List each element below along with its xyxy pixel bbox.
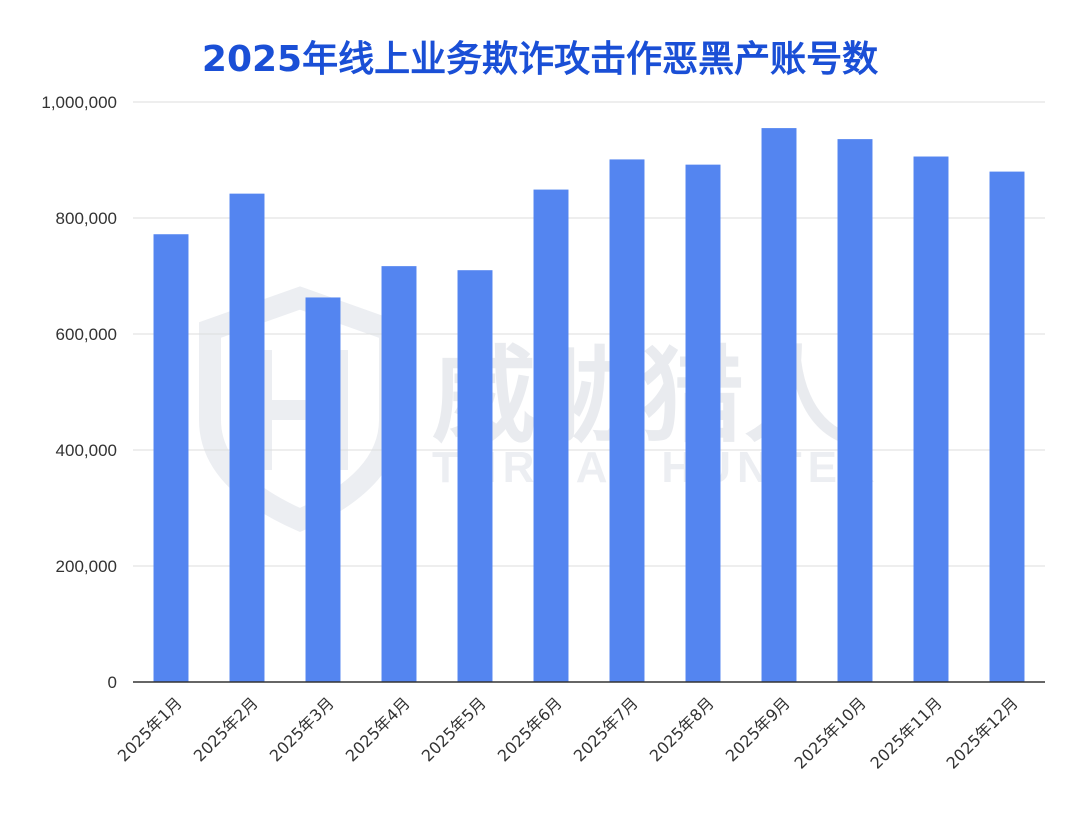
y-tick-label: 200,000 xyxy=(56,557,117,576)
chart-title: 2025年线上业务欺诈攻击作恶黑产账号数 xyxy=(201,39,879,80)
bar xyxy=(153,234,189,683)
x-tick-label: 2025年5月 xyxy=(418,693,490,765)
bar xyxy=(229,193,265,682)
y-tick-label: 1,000,000 xyxy=(41,93,117,112)
y-tick-label: 0 xyxy=(108,673,117,692)
bar xyxy=(913,156,949,682)
x-tick-label: 2025年2月 xyxy=(190,693,262,765)
y-tick-label: 600,000 xyxy=(56,325,117,344)
x-tick-label: 2025年10月 xyxy=(791,693,870,772)
bar xyxy=(381,266,417,682)
x-tick-label: 2025年9月 xyxy=(722,693,794,765)
x-tick-label: 2025年8月 xyxy=(646,693,718,765)
bar xyxy=(533,189,569,682)
x-axis-tick-labels: 2025年1月 2025年2月 2025年3月 2025年4月 2025年5月 2025年… xyxy=(114,693,1022,772)
bar xyxy=(685,164,721,682)
y-tick-label: 400,000 xyxy=(56,441,117,460)
y-axis-tick-labels: 0 200,000 400,000 600,000 800,000 1,000,000 xyxy=(41,93,117,692)
bar xyxy=(305,297,341,682)
x-tick-label: 2025年11月 xyxy=(867,693,946,772)
y-tick-label: 800,000 xyxy=(56,209,117,228)
grid-lines xyxy=(133,101,1045,567)
x-tick-label: 2025年1月 xyxy=(114,693,186,765)
x-tick-label: 2025年3月 xyxy=(266,693,338,765)
x-tick-label: 2025年12月 xyxy=(943,693,1022,772)
bar xyxy=(609,159,645,683)
x-tick-label: 2025年7月 xyxy=(570,693,642,765)
bars xyxy=(153,128,1025,683)
bar xyxy=(837,139,873,682)
bar xyxy=(761,128,797,683)
x-tick-label: 2025年6月 xyxy=(494,693,566,765)
watermark-en: THREAT HUNTER xyxy=(432,443,881,492)
x-tick-label: 2025年4月 xyxy=(342,693,414,765)
bar xyxy=(989,171,1025,682)
bar xyxy=(457,270,493,682)
